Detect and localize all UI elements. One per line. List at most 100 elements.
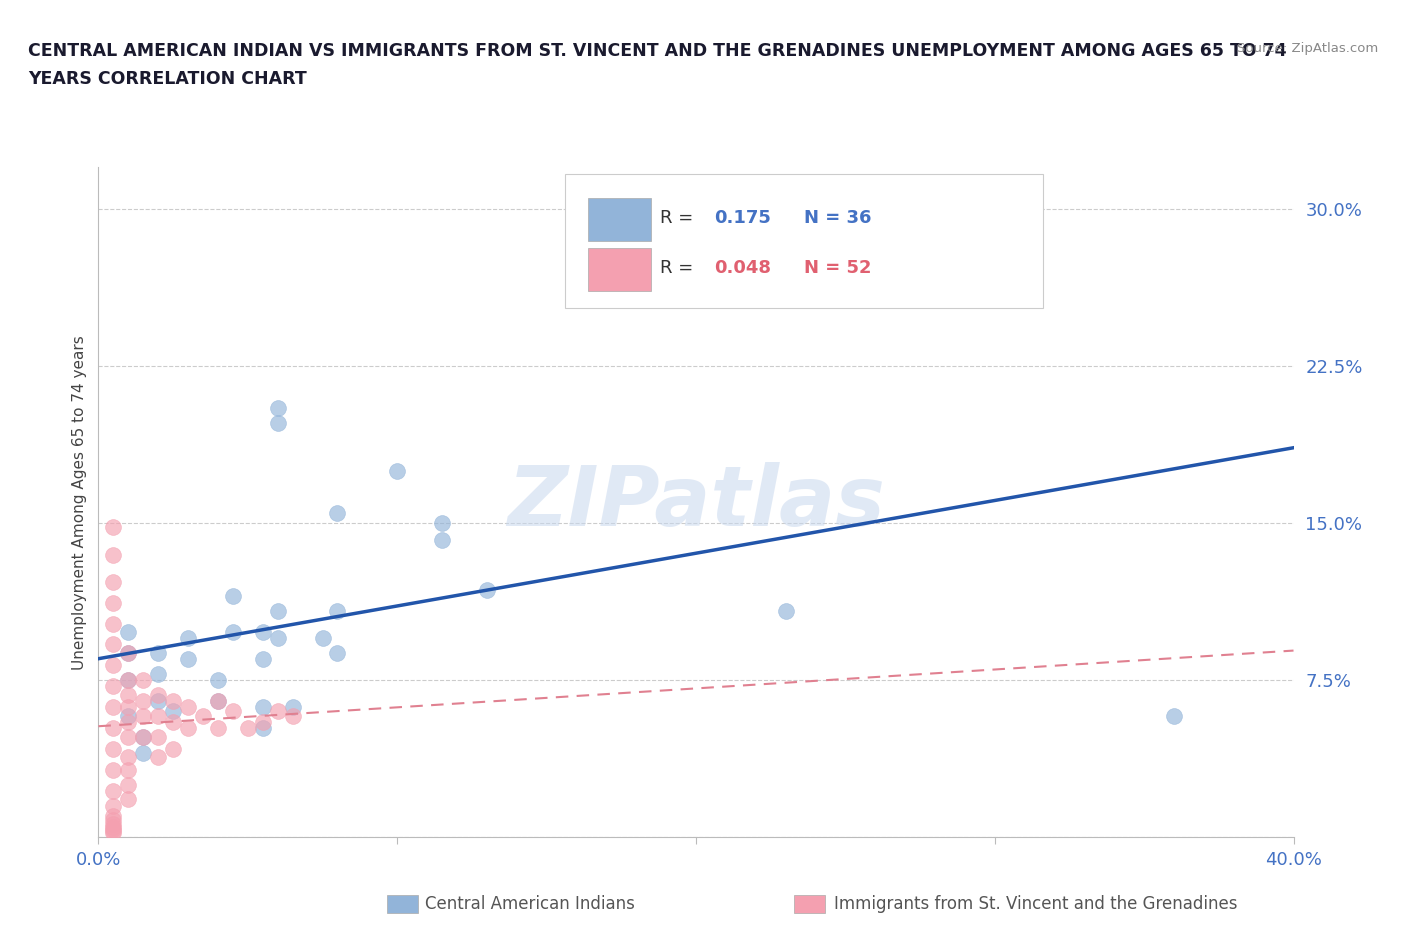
Text: 0.175: 0.175 — [714, 209, 770, 227]
Point — [252, 714, 274, 729]
Point — [162, 704, 184, 719]
Point — [207, 721, 229, 736]
Point — [117, 645, 139, 660]
Point — [132, 672, 155, 687]
Point — [162, 714, 184, 729]
Point — [117, 625, 139, 640]
Point — [430, 532, 453, 547]
Point — [117, 792, 139, 807]
Point — [177, 721, 200, 736]
Point — [103, 826, 125, 841]
Point — [281, 709, 304, 724]
Point — [103, 809, 125, 824]
Point — [252, 700, 274, 715]
Point — [252, 652, 274, 667]
Point — [148, 666, 170, 681]
Point — [475, 582, 498, 598]
Point — [132, 709, 155, 724]
Point — [311, 631, 333, 645]
Point — [103, 783, 125, 798]
Point — [117, 750, 139, 764]
Point — [117, 645, 139, 660]
Point — [103, 721, 125, 736]
Point — [132, 746, 155, 761]
Point — [117, 700, 139, 715]
Point — [103, 819, 125, 834]
Text: R =: R = — [661, 209, 699, 227]
Point — [132, 729, 155, 744]
Point — [775, 604, 797, 618]
Point — [103, 679, 125, 694]
Point — [207, 672, 229, 687]
Point — [103, 817, 125, 832]
Text: N = 36: N = 36 — [804, 209, 872, 227]
Point — [132, 729, 155, 744]
Point — [326, 645, 349, 660]
Point — [103, 520, 125, 535]
Point — [117, 763, 139, 777]
Point — [252, 625, 274, 640]
Point — [117, 777, 139, 792]
Point — [103, 547, 125, 562]
Point — [103, 637, 125, 652]
Point — [103, 798, 125, 813]
Point — [103, 617, 125, 631]
Point — [730, 198, 752, 213]
Point — [117, 672, 139, 687]
Point — [177, 652, 200, 667]
Point — [148, 750, 170, 764]
Point — [103, 813, 125, 828]
Point — [148, 729, 170, 744]
Point — [222, 589, 245, 604]
Point — [236, 721, 259, 736]
Text: Source: ZipAtlas.com: Source: ZipAtlas.com — [1237, 42, 1378, 55]
Point — [177, 700, 200, 715]
Point — [281, 700, 304, 715]
Point — [117, 687, 139, 702]
Point — [103, 742, 125, 757]
Point — [148, 645, 170, 660]
Point — [267, 416, 290, 431]
Point — [103, 823, 125, 838]
Point — [267, 704, 290, 719]
Point — [267, 401, 290, 416]
Point — [222, 704, 245, 719]
Point — [117, 714, 139, 729]
Point — [103, 658, 125, 673]
Text: CENTRAL AMERICAN INDIAN VS IMMIGRANTS FROM ST. VINCENT AND THE GRENADINES UNEMPL: CENTRAL AMERICAN INDIAN VS IMMIGRANTS FR… — [28, 42, 1286, 60]
Point — [267, 604, 290, 618]
FancyBboxPatch shape — [589, 247, 651, 291]
Text: Central American Indians: Central American Indians — [425, 895, 634, 913]
Point — [222, 625, 245, 640]
Point — [385, 463, 409, 478]
Point — [103, 821, 125, 836]
Point — [267, 631, 290, 645]
Text: YEARS CORRELATION CHART: YEARS CORRELATION CHART — [28, 70, 307, 87]
Point — [177, 631, 200, 645]
Point — [117, 672, 139, 687]
Point — [207, 694, 229, 709]
FancyBboxPatch shape — [589, 197, 651, 241]
Point — [117, 729, 139, 744]
Point — [148, 687, 170, 702]
FancyBboxPatch shape — [565, 174, 1043, 308]
Point — [132, 694, 155, 709]
Point — [326, 604, 349, 618]
Text: ZIPatlas: ZIPatlas — [508, 461, 884, 543]
Point — [148, 709, 170, 724]
Text: Immigrants from St. Vincent and the Grenadines: Immigrants from St. Vincent and the Gren… — [834, 895, 1237, 913]
Point — [430, 516, 453, 531]
Point — [117, 709, 139, 724]
Point — [191, 709, 214, 724]
Point — [162, 742, 184, 757]
Point — [162, 694, 184, 709]
Text: 0.048: 0.048 — [714, 259, 770, 277]
Point — [252, 721, 274, 736]
Point — [103, 595, 125, 610]
Point — [1163, 709, 1185, 724]
Point — [103, 763, 125, 777]
Point — [148, 694, 170, 709]
Y-axis label: Unemployment Among Ages 65 to 74 years: Unemployment Among Ages 65 to 74 years — [72, 335, 87, 670]
Point — [103, 700, 125, 715]
Point — [103, 575, 125, 590]
